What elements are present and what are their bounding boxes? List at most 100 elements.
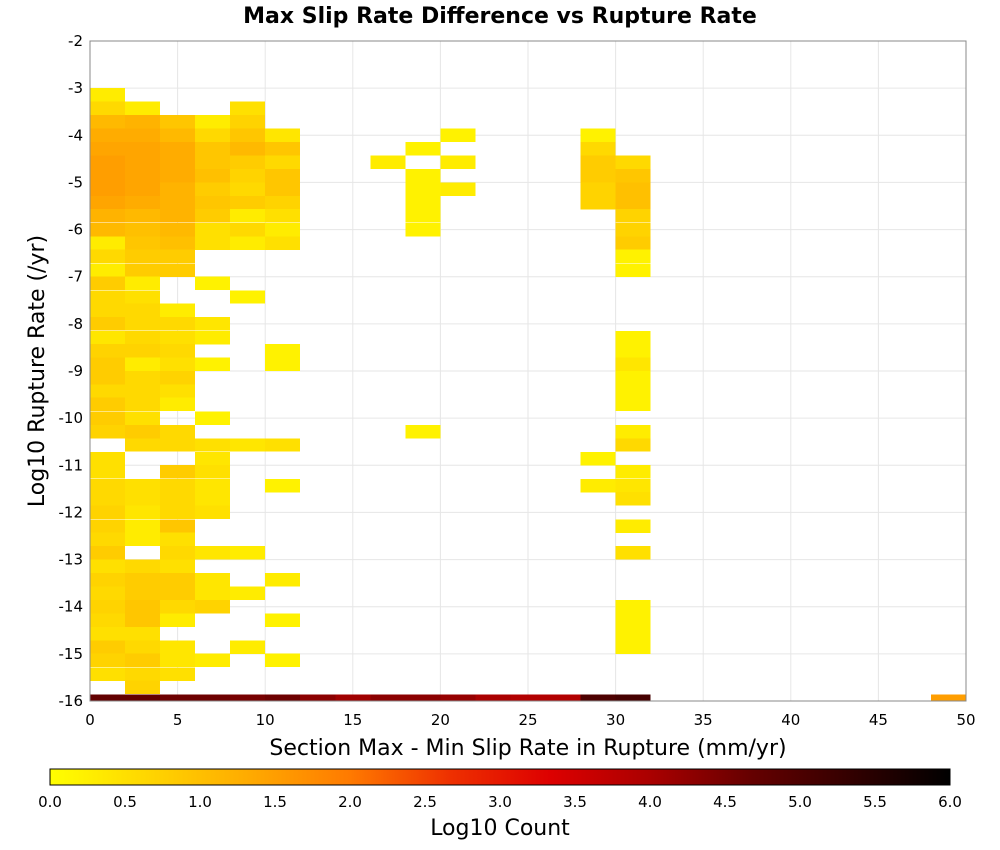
- heatmap-cell: [615, 599, 651, 614]
- heatmap-cell: [90, 492, 126, 506]
- heatmap-cell: [230, 236, 266, 250]
- heatmap-cell: [230, 546, 266, 560]
- heatmap-cell: [405, 169, 441, 183]
- heatmap-cell: [195, 411, 231, 425]
- heatmap-cell: [90, 88, 126, 102]
- heatmap-cell: [125, 573, 161, 587]
- heatmap-cell: [230, 694, 266, 701]
- heatmap-cell: [405, 694, 441, 701]
- colorbar-tick-label: 0.5: [113, 793, 137, 811]
- heatmap-cell: [160, 114, 196, 129]
- heatmap-cell: [370, 694, 406, 701]
- colorbar-tick-label: 1.5: [263, 793, 287, 811]
- heatmap-cell: [195, 465, 231, 479]
- heatmap-cell: [160, 546, 196, 560]
- heatmap-cell: [265, 195, 301, 210]
- x-tick-label: 35: [694, 711, 713, 729]
- heatmap-cell: [125, 209, 161, 223]
- heatmap-cell: [405, 195, 441, 210]
- heatmap-cell: [265, 182, 301, 196]
- heatmap-cell: [265, 613, 301, 628]
- heatmap-cell: [230, 114, 266, 129]
- heatmap-cell: [160, 249, 196, 264]
- heatmap-cell: [160, 142, 196, 156]
- y-tick-label: -6: [68, 221, 83, 239]
- heatmap-cell: [90, 573, 126, 587]
- heatmap-cell: [160, 370, 196, 385]
- heatmap-cell: [615, 236, 651, 250]
- colorbar-tick-label: 4.5: [713, 793, 737, 811]
- heatmap-cell: [195, 128, 231, 143]
- heatmap-cell: [125, 586, 161, 600]
- heatmap-cell: [160, 667, 196, 681]
- heatmap-cell: [90, 384, 126, 399]
- heatmap-cell: [160, 586, 196, 600]
- heatmap-cell: [230, 640, 266, 654]
- heatmap-cell: [580, 128, 616, 143]
- heatmap-cell: [90, 599, 126, 614]
- heatmap-cell: [580, 451, 616, 466]
- x-tick-label: 40: [781, 711, 800, 729]
- heatmap-cell: [90, 640, 126, 654]
- heatmap-cell: [90, 613, 126, 628]
- heatmap-cell: [230, 128, 266, 143]
- heatmap-cell: [265, 169, 301, 183]
- heatmap-cell: [195, 478, 231, 493]
- heatmap-cell: [125, 613, 161, 628]
- x-axis-label: Section Max - Min Slip Rate in Rupture (…: [269, 736, 786, 761]
- heatmap-cell: [195, 114, 231, 129]
- heatmap-cell: [230, 586, 266, 600]
- heatmap-cell: [90, 519, 126, 533]
- heatmap-cell: [195, 438, 231, 452]
- heatmap-cell: [90, 155, 126, 169]
- heatmap-cell: [195, 330, 231, 345]
- heatmap-cell: [90, 425, 126, 439]
- x-tick-label: 25: [518, 711, 537, 729]
- heatmap-cell: [195, 357, 231, 372]
- y-tick-label: -13: [59, 551, 84, 569]
- colorbar-tick-label: 5.5: [863, 793, 887, 811]
- heatmap-cell: [90, 357, 126, 372]
- heatmap-cell: [125, 142, 161, 156]
- heatmap-cell: [160, 599, 196, 614]
- heatmap-cell: [160, 263, 196, 277]
- colorbar-ticks: 0.0 0.5 1.0 1.5 2.0 2.5 3.0 3.5 4.0 4.5 5.0 5.5 6.0: [38, 793, 962, 811]
- x-tick-label: 0: [85, 711, 95, 729]
- colorbar-tick-label: 1.0: [188, 793, 212, 811]
- heatmap-cell: [160, 573, 196, 587]
- heatmap-cell: [265, 653, 301, 668]
- heatmap-cell: [125, 397, 161, 412]
- plot-frame: [89, 40, 967, 702]
- heatmap-cell: [125, 492, 161, 506]
- heatmap-cell: [160, 169, 196, 183]
- heatmap-cell: [90, 626, 126, 641]
- colorbar: [49, 768, 951, 786]
- heatmap-cell: [580, 155, 616, 169]
- heatmap-cell: [265, 573, 301, 587]
- heatmap-cell: [615, 626, 651, 641]
- heatmap-cell: [90, 222, 126, 237]
- heatmap-cell: [125, 128, 161, 143]
- colorbar-tick-label: 3.0: [488, 793, 512, 811]
- heatmap-cell: [90, 263, 126, 277]
- heatmap-cell: [230, 222, 266, 237]
- heatmap-cell: [160, 653, 196, 668]
- heatmap-cell: [160, 343, 196, 358]
- heatmap-cell: [440, 155, 476, 169]
- heatmap-cell: [230, 438, 266, 452]
- x-tick-label: 50: [956, 711, 975, 729]
- heatmap-cell: [300, 694, 336, 701]
- x-tick-label: 15: [343, 711, 362, 729]
- heatmap-cell: [195, 209, 231, 223]
- y-tick-label: -12: [59, 503, 84, 521]
- heatmap-cell: [615, 694, 651, 701]
- heatmap-cell: [90, 667, 126, 681]
- heatmap-cell: [160, 209, 196, 223]
- heatmap-cell: [125, 101, 161, 116]
- heatmap-cells: [90, 88, 966, 701]
- heatmap-cell: [160, 222, 196, 237]
- heatmap-cell: [125, 680, 161, 695]
- heatmap-cell: [195, 492, 231, 506]
- heatmap-cell: [90, 182, 126, 196]
- colorbar-tick-label: 6.0: [938, 793, 962, 811]
